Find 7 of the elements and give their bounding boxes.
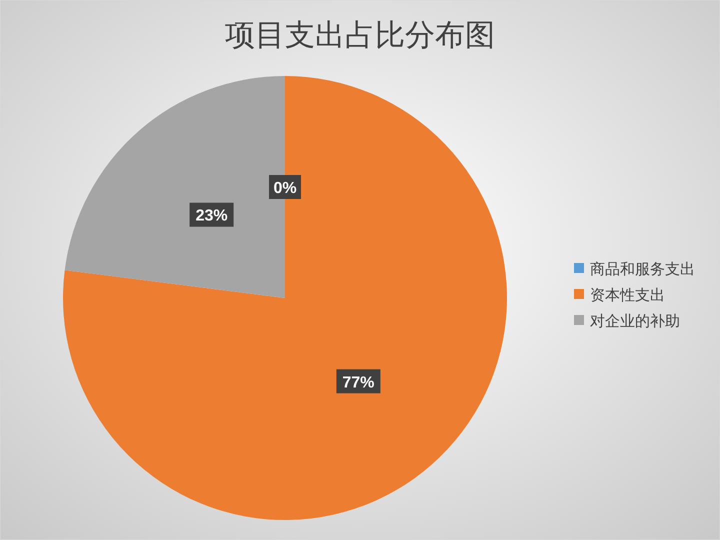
legend-label: 对企业的补助 <box>590 313 680 330</box>
data-label: 23% <box>196 208 228 225</box>
legend-label: 商品和服务支出 <box>590 261 695 278</box>
data-label: 77% <box>342 374 374 392</box>
text: 0% <box>273 180 297 197</box>
legend-label: 资本性支出 <box>590 287 665 304</box>
chart-title: 项目支出占比分布图 <box>225 19 495 52</box>
